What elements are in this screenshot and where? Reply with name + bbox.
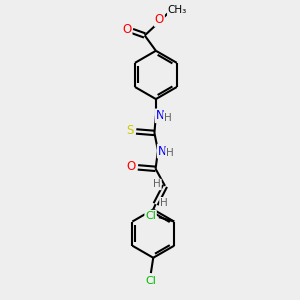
Text: H: H — [166, 148, 174, 158]
Text: O: O — [127, 160, 136, 173]
Text: O: O — [155, 13, 164, 26]
Text: H: H — [153, 179, 161, 190]
Text: H: H — [160, 198, 168, 208]
Text: O: O — [122, 23, 132, 36]
Text: N: N — [158, 145, 167, 158]
Text: S: S — [126, 124, 134, 137]
Text: N: N — [156, 109, 164, 122]
Text: CH₃: CH₃ — [168, 5, 187, 15]
Text: Cl: Cl — [146, 276, 156, 286]
Text: Cl: Cl — [145, 211, 156, 221]
Text: H: H — [164, 112, 172, 123]
